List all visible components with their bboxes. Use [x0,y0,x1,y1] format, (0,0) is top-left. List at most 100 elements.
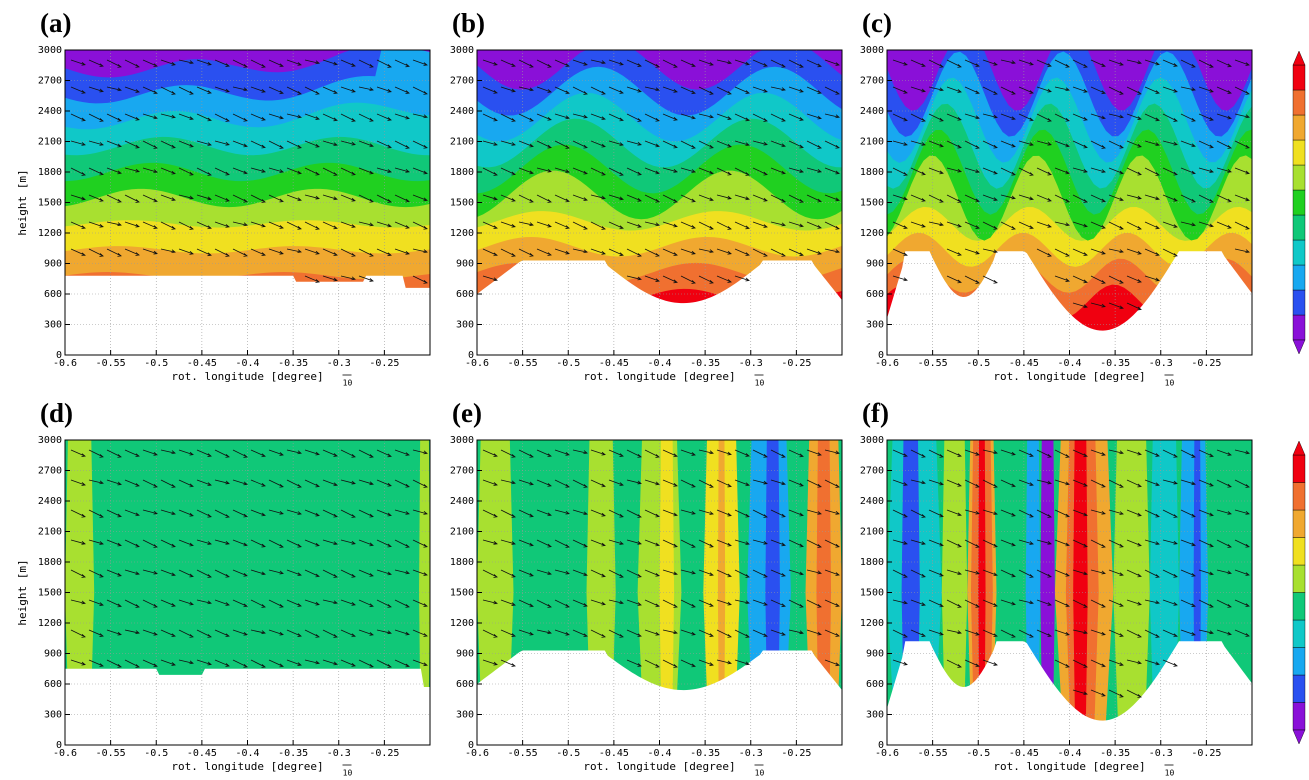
wind-vector [698,479,714,488]
wind-vector [1090,569,1106,575]
wind-vector [1234,629,1250,637]
y-tick-label: 1500 [450,588,474,599]
y-tick-label: 300 [456,320,474,331]
wind-vector [518,569,534,577]
wind-vector [340,140,356,146]
wind-vector [358,449,374,458]
contour-band [887,50,1252,111]
vector-reference-label: 10 [755,769,765,778]
wind-vector [662,221,678,228]
x-tick-label: -0.6 [465,748,489,759]
wind-vector [806,449,822,456]
wind-vector [500,59,516,68]
wind-vector [394,167,410,173]
wind-vector [322,599,338,605]
wind-vector [482,113,498,122]
wind-vector [946,599,962,608]
wind-vector [518,599,534,608]
wind-vector [1216,113,1232,120]
wind-vector [1072,221,1088,228]
wind-vectors [482,59,840,284]
colorbar-swatch [1292,289,1306,316]
colorbar-arrow [1292,440,1306,456]
wind-vector [1198,569,1214,576]
wind-vector [268,221,284,229]
wind-vector [752,449,768,458]
wind-vector [680,659,696,668]
wind-vector [1216,509,1232,515]
wind-vector [806,113,822,120]
y-tick-label: 1500 [450,198,474,209]
wind-vector [554,479,570,488]
wind-vector [910,86,926,93]
wind-vector [482,59,498,66]
wind-vector [124,449,140,458]
wind-vector [1108,302,1124,310]
wind-vector [1054,449,1070,458]
x-tick-label: -0.3 [327,358,351,369]
wind-vector [482,248,498,257]
wind-vector [716,140,732,148]
wind-vector [376,449,392,458]
wind-vector [1216,221,1232,229]
wind-vector [358,140,374,148]
wind-vector [770,194,786,203]
wind-vector [572,509,588,516]
wind-vector [554,167,570,173]
wind-vector [824,629,840,637]
wind-vector [892,275,908,282]
wind-vector [892,479,908,486]
wind-vector [1234,59,1250,66]
wind-vector [590,221,606,230]
wind-vector [536,221,552,228]
x-tick-label: -0.25 [781,748,811,759]
wind-vector [608,629,624,638]
wind-vector [554,449,570,456]
wind-vector [1108,449,1124,455]
wind-vector [394,659,410,668]
wind-vector [644,86,660,92]
wind-vector [286,86,302,95]
x-tick-label: -0.45 [1009,748,1039,759]
wind-vector [536,449,552,458]
wind-vector [1126,659,1142,665]
x-tick-label: -0.4 [1057,358,1081,369]
wind-vector [232,248,248,257]
wind-vector [178,140,194,148]
colorbar-swatch [1292,64,1306,91]
wind-vector [1000,140,1016,148]
wind-vector [982,113,998,119]
wind-vector [268,599,284,608]
wind-vector [500,221,516,228]
wind-vector [824,569,840,576]
x-axis-label: rot. longitude [degree] [171,760,323,773]
wind-vector [232,539,248,547]
wind-vector [982,509,998,516]
wind-vector [214,59,230,67]
wind-vector [340,629,356,638]
wind-vector [1216,86,1232,95]
wind-vector [1054,509,1070,518]
colorbar-arrow [1292,339,1306,355]
colorbar-swatch [1292,264,1306,291]
wind-vector [518,167,534,175]
wind-vector [928,599,944,608]
wind-vector [1198,113,1214,121]
wind-vector [1126,539,1142,547]
wind-vector [662,659,678,668]
wind-vector [482,479,498,486]
wind-vector [304,659,320,665]
wind-vector [340,248,356,257]
x-tick-label: -0.25 [369,358,399,369]
wind-vector [554,629,570,636]
wind-vector [1180,194,1196,203]
wind-vector [196,59,212,66]
y-tick-label: 600 [866,289,884,300]
wind-vector [910,539,926,545]
colorbar-swatch [1292,537,1306,566]
wind-vector [250,140,266,149]
wind-vector [376,59,392,68]
colorbar-swatch [1292,619,1306,648]
colorbar-swatch [1292,454,1306,483]
wind-vector [928,194,944,203]
